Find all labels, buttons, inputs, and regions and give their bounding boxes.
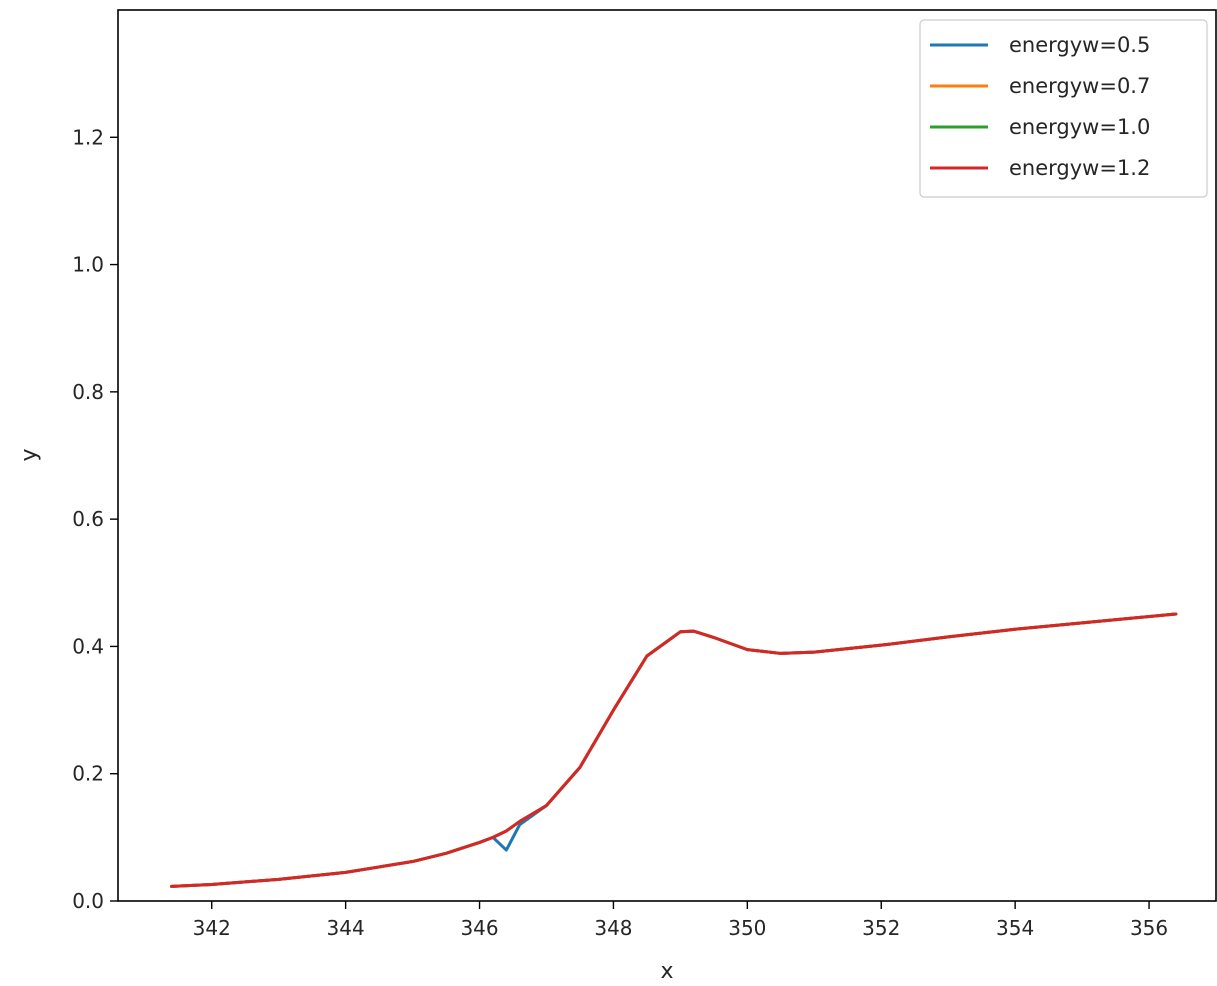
y-tick-label: 0.2 bbox=[72, 762, 104, 786]
x-tick-label: 344 bbox=[327, 916, 365, 940]
legend-label-3: energyw=1.0 bbox=[1009, 115, 1150, 139]
x-tick-label: 342 bbox=[193, 916, 231, 940]
x-tick-label: 346 bbox=[460, 916, 498, 940]
plot-area bbox=[117, 9, 1217, 902]
y-tick-label: 0.0 bbox=[72, 889, 104, 913]
y-tick-label: 0.8 bbox=[72, 380, 104, 404]
x-axis-ticks: 342 344 346 348 350 352 354 356 bbox=[193, 901, 1168, 940]
legend-label-2: energyw=0.7 bbox=[1009, 74, 1150, 98]
x-axis-label: x bbox=[660, 959, 673, 984]
x-tick-label: 352 bbox=[862, 916, 900, 940]
x-tick-label: 348 bbox=[594, 916, 632, 940]
series-line-4 bbox=[170, 612, 1178, 888]
y-tick-label: 0.4 bbox=[72, 634, 104, 658]
x-tick-label: 356 bbox=[1130, 916, 1168, 940]
y-tick-label: 1.2 bbox=[72, 125, 104, 149]
legend-box bbox=[919, 19, 1208, 198]
legend-label-1: energyw=0.5 bbox=[1009, 33, 1150, 57]
legend-label-4: energyw=1.2 bbox=[1009, 156, 1150, 180]
legend-items: energyw=0.5 energyw=0.7 energyw=1.0 energyw… bbox=[930, 33, 1150, 180]
y-tick-label: 0.6 bbox=[72, 507, 104, 531]
y-tick-label: 1.0 bbox=[72, 253, 104, 277]
x-tick-label: 354 bbox=[996, 916, 1034, 940]
y-axis-label: y bbox=[17, 448, 42, 461]
x-tick-label: 350 bbox=[728, 916, 766, 940]
legend: energyw=0.5 energyw=0.7 energyw=1.0 energyw… bbox=[919, 19, 1208, 198]
series-layer bbox=[170, 612, 1178, 888]
axes-frame bbox=[117, 9, 1217, 902]
y-axis-ticks: 0.0 0.2 0.4 0.6 0.8 1.0 1.2 bbox=[72, 125, 118, 913]
